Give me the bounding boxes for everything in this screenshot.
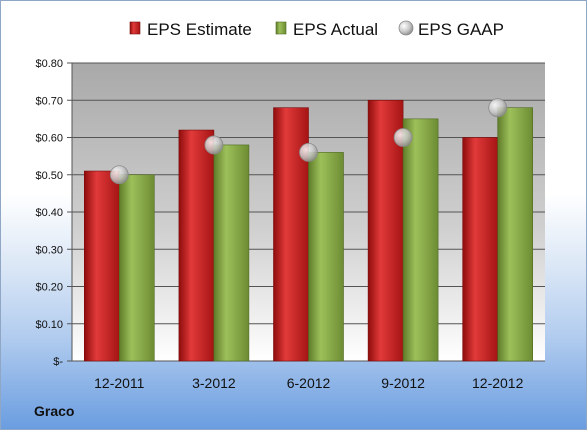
y-tick-label: $-	[53, 356, 63, 368]
marker-eps-gaap	[393, 128, 413, 147]
bar-eps-actual	[497, 107, 534, 362]
marker-eps-gaap	[109, 165, 129, 185]
x-category-label: 6-2012	[287, 375, 331, 391]
legend-label: EPS Actual	[293, 20, 378, 39]
x-category-label: 12-2012	[472, 375, 524, 391]
y-tick-label: $0.80	[35, 58, 63, 70]
company-name: Graco	[34, 403, 75, 419]
legend-label: EPS Estimate	[147, 20, 252, 39]
bar-eps-estimate	[178, 129, 215, 362]
marker-eps-gaap	[299, 142, 318, 162]
bar-eps-actual	[402, 118, 439, 362]
legend: EPS Estimate EPS Actual EPS GAAP	[129, 20, 504, 39]
legend-swatch	[398, 20, 414, 36]
y-tick-label: $0.10	[35, 319, 63, 331]
y-tick-label: $0.40	[35, 207, 63, 219]
legend-label: EPS GAAP	[418, 20, 504, 39]
bars	[84, 99, 534, 362]
marker-eps-gaap	[488, 98, 508, 118]
legend-swatch	[275, 21, 287, 35]
bar-eps-actual	[119, 174, 155, 362]
bar-eps-actual	[308, 152, 344, 362]
bar-eps-estimate	[84, 170, 120, 362]
y-tick-label: $0.70	[35, 95, 63, 107]
x-category-label: 9-2012	[381, 375, 425, 391]
y-tick-label: $0.50	[35, 170, 63, 182]
y-tick-label: $0.60	[35, 133, 63, 145]
x-axis-categories: 12-2011 3-2012 6-2012 9-2012 12-2012	[94, 375, 523, 391]
y-tick-label: $0.30	[35, 244, 63, 256]
bar-eps-actual	[213, 144, 250, 362]
x-category-label: 12-2011	[94, 375, 145, 391]
legend-swatch	[129, 21, 141, 35]
marker-eps-gaap	[204, 135, 224, 155]
gaap-markers	[109, 98, 508, 185]
x-category-label: 3-2012	[192, 375, 236, 391]
bar-eps-estimate	[462, 137, 499, 362]
y-axis-ticks: $- $0.10 $0.20 $0.30 $0.40 $0.50 $0.60 $0.70 $0.…	[35, 58, 73, 368]
y-tick-label: $0.20	[35, 282, 63, 294]
